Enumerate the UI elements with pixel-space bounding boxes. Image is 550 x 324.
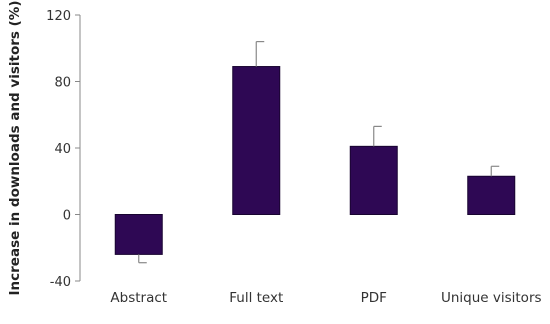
x-tick-label: Full text xyxy=(229,290,283,306)
y-tick-label: 0 xyxy=(63,209,71,224)
bar xyxy=(114,214,163,255)
y-axis-label: Increase in downloads and visitors (%) xyxy=(7,1,23,296)
y-tick-label: 40 xyxy=(54,142,71,157)
bars xyxy=(114,40,516,264)
bar xyxy=(467,175,516,215)
y-tick-label: -40 xyxy=(50,275,71,290)
x-tick-label: Abstract xyxy=(110,290,167,306)
x-tick-label: PDF xyxy=(361,290,387,306)
x-tick-labels: Abstract Full text PDF Unique visitors xyxy=(110,290,541,306)
y-ticks: -40 0 40 80 120 xyxy=(46,9,80,290)
y-tick-label: 120 xyxy=(46,9,71,24)
x-tick-label: Unique visitors xyxy=(441,290,542,306)
y-axis-label-group: Increase in downloads and visitors (%) xyxy=(7,1,23,296)
bar xyxy=(349,145,398,215)
bar xyxy=(232,66,281,215)
y-tick-label: 80 xyxy=(54,76,71,91)
